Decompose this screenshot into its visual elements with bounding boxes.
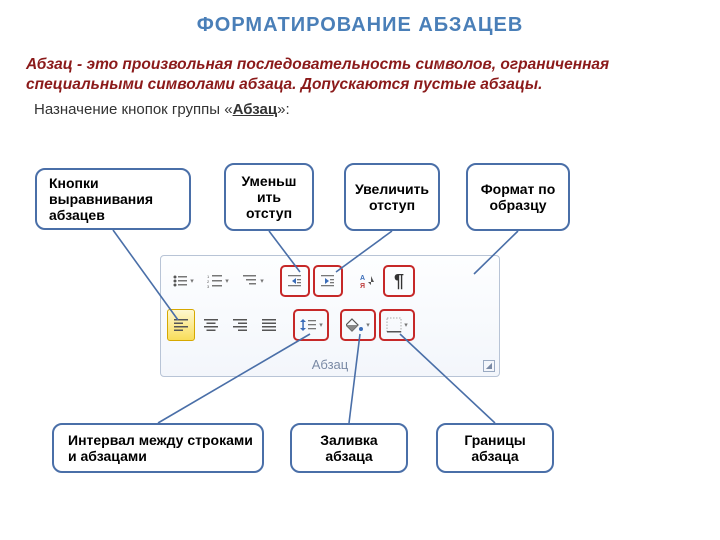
align-left-button[interactable]	[167, 309, 195, 341]
dropdown-arrow-icon: ▾	[260, 277, 264, 285]
callout-borders: Границы абзаца	[436, 423, 554, 473]
callout-increase-indent: Увеличить отступ	[344, 163, 440, 231]
align-center-button[interactable]	[198, 309, 224, 341]
dropdown-arrow-icon: ▾	[366, 321, 370, 329]
sort-button[interactable]: АЯ	[354, 265, 380, 297]
subhead-prefix: Назначение кнопок группы «	[34, 101, 233, 118]
ribbon-paragraph-group: ▾ 123 ▾ ▾ АЯ ¶	[160, 255, 500, 377]
subhead-group-name: Абзац	[233, 101, 278, 118]
svg-text:3: 3	[207, 284, 210, 288]
ribbon-group-caption: Абзац	[161, 357, 499, 372]
ribbon-row-bottom: ▾ ▾ ▾	[167, 306, 493, 344]
ribbon-row-top: ▾ 123 ▾ ▾ АЯ ¶	[167, 262, 493, 300]
align-right-button[interactable]	[227, 309, 253, 341]
callout-format-painter: Формат по образцу	[466, 163, 570, 231]
dialog-launcher-icon[interactable]: ◢	[483, 360, 495, 372]
dropdown-arrow-icon: ▾	[319, 321, 323, 329]
dropdown-arrow-icon: ▾	[190, 277, 194, 285]
increase-indent-button[interactable]	[313, 265, 343, 297]
align-justify-button[interactable]	[256, 309, 282, 341]
numbering-button[interactable]: 123 ▾	[202, 265, 234, 297]
definition-text: Абзац - это произвольная последовательно…	[0, 37, 720, 99]
shading-button[interactable]: ▾	[340, 309, 376, 341]
page-title: ФОРМАТИРОВАНИЕ АБЗАЦЕВ	[0, 0, 720, 37]
bullets-button[interactable]: ▾	[167, 265, 199, 297]
callout-line-spacing: Интервал между строками и абзацами	[52, 423, 264, 473]
borders-button[interactable]: ▾	[379, 309, 415, 341]
svg-text:А: А	[360, 275, 365, 282]
subheading: Назначение кнопок группы «Абзац»:	[0, 99, 720, 118]
dropdown-arrow-icon: ▾	[404, 321, 408, 329]
show-hide-pilcrow-button[interactable]: ¶	[383, 265, 415, 297]
subhead-suffix: »:	[277, 101, 290, 118]
callout-shading: Заливка абзаца	[290, 423, 408, 473]
svg-text:Я: Я	[360, 283, 365, 289]
line-spacing-button[interactable]: ▾	[293, 309, 329, 341]
callout-alignment: Кнопки выравнивания абзацев	[35, 168, 191, 230]
dropdown-arrow-icon: ▾	[225, 277, 229, 285]
decrease-indent-button[interactable]	[280, 265, 310, 297]
multilevel-list-button[interactable]: ▾	[237, 265, 269, 297]
callout-decrease-indent: Уменьш ить отступ	[224, 163, 314, 231]
